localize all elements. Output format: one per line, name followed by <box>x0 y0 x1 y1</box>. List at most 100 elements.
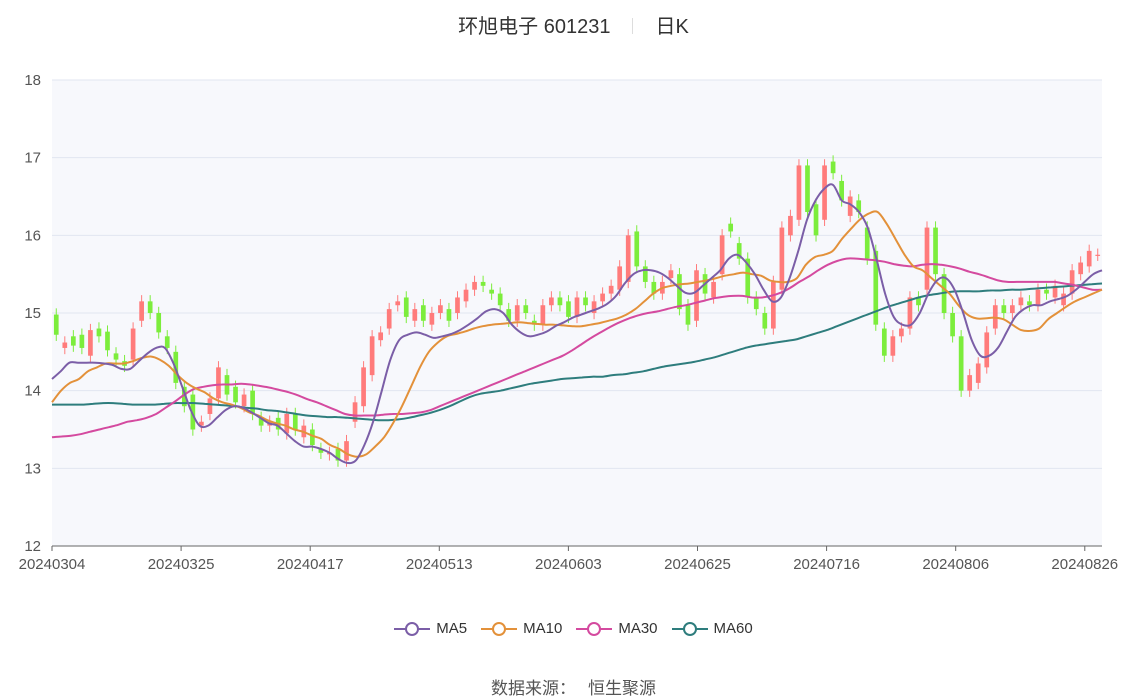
candle-body <box>497 293 503 306</box>
candle-body <box>847 196 853 216</box>
candle-body <box>53 314 59 335</box>
candle-body <box>600 293 605 302</box>
candle-body <box>950 313 955 337</box>
candle-body <box>625 235 631 282</box>
candle-body <box>250 390 255 414</box>
candle-body <box>96 328 102 337</box>
candle-body <box>770 281 776 329</box>
chart-legend: MA5 MA10 MA30 MA60 <box>0 620 1147 637</box>
legend-item-ma10[interactable]: MA10 <box>481 620 562 637</box>
candle-body <box>88 330 93 356</box>
candle-body <box>924 227 930 290</box>
candle-body <box>566 301 571 317</box>
candle-body <box>933 227 938 275</box>
candle-body <box>1095 254 1101 256</box>
legend-item-ma60[interactable]: MA60 <box>671 620 753 637</box>
candle-body <box>608 285 614 294</box>
candle-body <box>1086 250 1092 267</box>
candle-body <box>839 180 844 201</box>
stock-name: 环旭电子 601231 <box>458 16 611 38</box>
candle-body <box>147 301 153 313</box>
x-tick-label: 20240806 <box>922 556 989 573</box>
candle-body <box>822 165 827 220</box>
candle-body <box>284 413 290 434</box>
candle-body <box>1052 285 1058 298</box>
ma30-legend-icon <box>576 621 613 636</box>
y-tick-label: 13 <box>24 460 41 477</box>
candle-body <box>557 297 563 306</box>
candle-body <box>463 289 469 302</box>
period-label: 日K <box>655 16 689 38</box>
candle-body <box>156 313 162 333</box>
candle-body <box>796 165 802 220</box>
candle-body <box>344 441 349 461</box>
candle-body <box>403 297 409 317</box>
candle-body <box>446 309 452 321</box>
ma30-line <box>51 257 1103 439</box>
candle-body <box>617 266 623 290</box>
ma10-line <box>51 210 1103 458</box>
x-tick-label: 20240716 <box>793 556 860 573</box>
candle-body <box>164 336 170 348</box>
candle-body <box>805 165 810 213</box>
candle-body <box>975 363 981 383</box>
candle-body <box>634 231 640 267</box>
candle-body <box>369 336 375 376</box>
candle-body <box>429 313 435 325</box>
candle-body <box>70 336 76 346</box>
candle-body <box>199 421 204 426</box>
candle-body <box>719 235 725 275</box>
candle-body <box>1018 297 1024 306</box>
candle-body <box>506 309 512 321</box>
candle-body <box>694 270 699 321</box>
y-tick-label: 18 <box>24 72 41 89</box>
candle-body <box>549 297 554 306</box>
candle-body <box>386 309 392 329</box>
candle-body <box>310 429 315 446</box>
chart-title: 环旭电子 601231 日K <box>0 10 1147 39</box>
candle-body <box>335 448 341 461</box>
candle-body <box>1061 293 1066 306</box>
candle-body <box>583 297 588 306</box>
candle-body <box>395 301 401 306</box>
candle-body <box>899 328 904 337</box>
x-tick-label: 20240417 <box>277 556 344 573</box>
candlestick-chart: 12 13 14 15 16 17 18 20240304 20240325 20240417 20… <box>19 72 1119 573</box>
y-tick-label: 17 <box>24 150 41 167</box>
x-tick-label: 20240325 <box>148 556 215 573</box>
candle-body <box>651 281 657 294</box>
candle-body <box>438 305 443 313</box>
candle-body <box>856 200 862 213</box>
candle-body <box>762 313 768 329</box>
candle-body <box>873 250 879 325</box>
x-tick-label: 20240603 <box>535 556 602 573</box>
candle-body <box>1044 289 1049 294</box>
candle-body <box>420 305 426 321</box>
title-separator <box>632 18 634 34</box>
ma60-legend-icon <box>671 621 708 636</box>
candle-body <box>105 331 110 351</box>
candle-body <box>907 297 913 329</box>
candle-body <box>480 281 486 286</box>
candle-body <box>523 305 529 313</box>
legend-item-ma5[interactable]: MA5 <box>394 620 467 637</box>
data-source: 数据来源： 恒生聚源 <box>0 674 1147 699</box>
source-value: 恒生聚源 <box>588 679 656 698</box>
candle-body <box>318 448 324 453</box>
legend-label-ma60: MA60 <box>713 620 753 637</box>
x-tick-label: 20240625 <box>664 556 731 573</box>
candle-body <box>455 297 460 313</box>
legend-label-ma5: MA5 <box>436 620 468 637</box>
legend-item-ma30[interactable]: MA30 <box>576 620 658 637</box>
candle-body <box>779 227 785 290</box>
candle-body <box>378 332 384 341</box>
candle-body <box>216 367 221 399</box>
candle-body <box>207 398 213 414</box>
y-tick-label: 16 <box>24 227 41 244</box>
candle-body <box>241 394 247 407</box>
candle-body <box>642 266 648 282</box>
y-tick-label: 12 <box>24 538 41 555</box>
candle-body <box>711 281 716 298</box>
ma10-legend-icon <box>481 621 518 636</box>
candle-body <box>233 386 238 403</box>
